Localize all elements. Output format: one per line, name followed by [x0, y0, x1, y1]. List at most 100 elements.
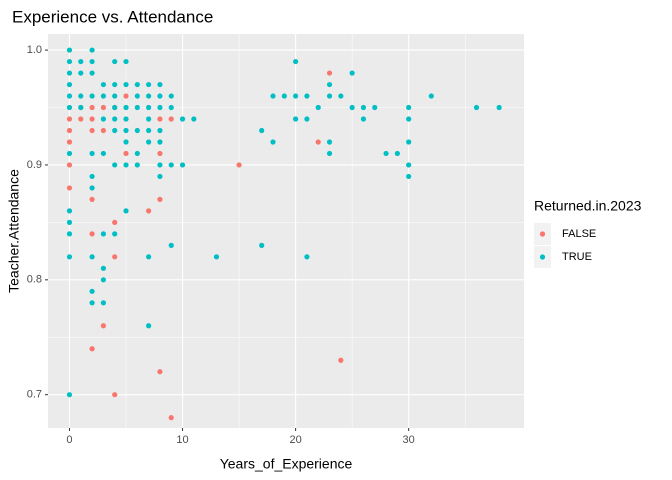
y-axis-title: Teacher.Attendance [6, 169, 22, 293]
point [168, 93, 174, 99]
chart-title: Experience vs. Attendance [12, 7, 213, 26]
point [191, 116, 197, 122]
point [168, 415, 174, 421]
point [157, 116, 163, 122]
point [168, 242, 174, 248]
point [304, 254, 310, 260]
point [406, 104, 412, 111]
legend-label: FALSE [562, 228, 596, 240]
point [146, 104, 152, 111]
point [146, 116, 152, 122]
legend-marker [539, 231, 546, 237]
point [428, 93, 434, 99]
point [179, 162, 186, 168]
point [89, 173, 95, 180]
point [123, 81, 129, 88]
point [112, 392, 118, 398]
point [157, 162, 163, 168]
point [134, 104, 140, 111]
legend-marker [539, 254, 546, 260]
point [66, 47, 73, 53]
point [112, 127, 118, 134]
point [168, 104, 174, 111]
point [66, 127, 73, 134]
point [78, 116, 84, 122]
point [236, 162, 242, 168]
point [383, 150, 389, 157]
point [146, 139, 152, 145]
point [134, 162, 140, 168]
point [349, 70, 355, 76]
point [100, 116, 107, 122]
point [112, 162, 118, 168]
point [213, 254, 220, 260]
point [179, 116, 186, 122]
point [89, 104, 95, 111]
point [66, 58, 73, 65]
point [146, 208, 152, 214]
point [372, 104, 378, 111]
point [123, 116, 129, 122]
point [157, 104, 163, 111]
point [66, 104, 73, 111]
point [112, 93, 118, 99]
point [123, 127, 129, 134]
point [89, 58, 95, 65]
x-axis-title: Years_of_Experience [220, 456, 353, 472]
point [293, 116, 299, 122]
point [134, 127, 140, 134]
point [360, 104, 367, 111]
point [270, 139, 276, 145]
point [146, 323, 152, 329]
point [100, 93, 107, 99]
point [66, 254, 73, 260]
point [304, 116, 310, 122]
point [259, 127, 265, 134]
point [78, 93, 84, 99]
point [360, 116, 367, 122]
point [146, 81, 152, 88]
y-tick-label: 0.9 [27, 159, 42, 171]
x-tick-label: 30 [403, 434, 415, 446]
point [66, 219, 73, 225]
point [112, 116, 118, 122]
y-tick-label: 0.7 [27, 389, 42, 401]
point [406, 139, 412, 145]
point [338, 357, 344, 363]
legend-title: Returned.in.2023 [534, 198, 642, 214]
point [134, 81, 140, 88]
point [146, 93, 152, 99]
point [473, 104, 480, 111]
point [349, 104, 355, 111]
point [66, 392, 73, 398]
point [89, 231, 95, 237]
x-tick-label: 10 [176, 434, 188, 446]
point [89, 254, 95, 260]
point [78, 58, 84, 65]
point [89, 47, 95, 53]
point [89, 70, 95, 76]
point [406, 116, 412, 122]
point [89, 127, 95, 134]
point [66, 185, 73, 191]
point [66, 150, 73, 157]
y-tick-label: 0.8 [27, 274, 42, 286]
point [293, 93, 299, 99]
point [281, 93, 287, 99]
point [406, 162, 412, 168]
point [112, 104, 118, 111]
point [157, 369, 163, 375]
point [123, 58, 129, 65]
point [89, 300, 95, 306]
point [123, 162, 129, 168]
point [66, 162, 73, 168]
x-tick-label: 0 [66, 434, 72, 446]
point [338, 93, 344, 99]
point [123, 93, 129, 99]
point [168, 116, 174, 122]
point [89, 288, 95, 294]
point [146, 254, 152, 260]
point [100, 150, 107, 157]
